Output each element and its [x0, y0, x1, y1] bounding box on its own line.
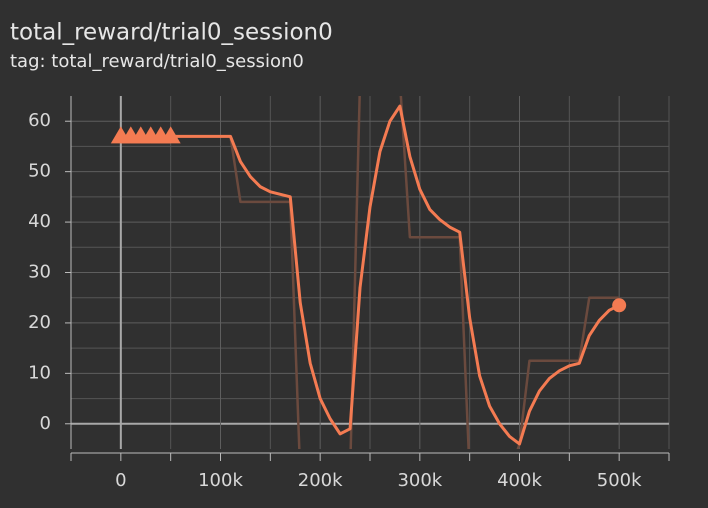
x-tick-label: 100k	[198, 470, 243, 491]
x-tick-label: 500k	[597, 470, 642, 491]
y-tick-label: 60	[28, 110, 51, 131]
y-tick-label: 50	[28, 161, 51, 182]
end-marker	[612, 298, 627, 313]
y-tick-label: 40	[28, 211, 51, 232]
y-tick-label: 0	[40, 413, 51, 434]
chart-title: total_reward/trial0_session0	[10, 20, 333, 46]
y-tick-label: 10	[28, 362, 51, 383]
x-tick-label: 200k	[298, 470, 343, 491]
y-tick-label: 30	[28, 262, 51, 283]
chart-subtitle: tag: total_reward/trial0_session0	[10, 51, 304, 72]
x-tick-label: 300k	[397, 470, 442, 491]
start-marker	[160, 126, 181, 144]
y-tick-label: 20	[28, 312, 51, 333]
x-tick-label: 400k	[497, 470, 542, 491]
x-tick-label: 0	[115, 470, 126, 491]
smoothed-line	[120, 104, 620, 446]
